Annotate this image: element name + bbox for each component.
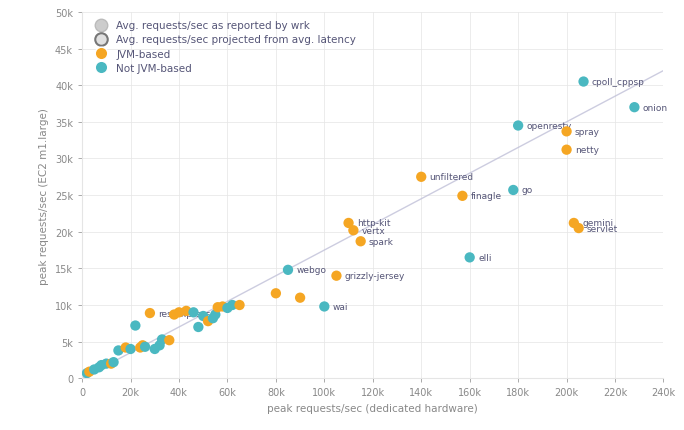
Point: [101, 360, 111, 367]
Text: servlet: servlet: [587, 224, 618, 233]
Point: [81, 370, 92, 377]
Point: [174, 309, 185, 316]
Legend: Avg. requests/sec as reported by wrk, Avg. requests/sec projected from avg. late: Avg. requests/sec as reported by wrk, Av…: [88, 18, 360, 77]
Point: [94, 364, 105, 371]
Point: [573, 225, 584, 232]
Text: cpoll_cppsp: cpoll_cppsp: [592, 78, 645, 87]
Text: gemini: gemini: [582, 219, 614, 228]
Text: http-kit: http-kit: [357, 219, 391, 228]
Point: [348, 227, 359, 234]
Text: restexpress: restexpress: [158, 309, 211, 318]
Point: [331, 273, 342, 280]
Point: [137, 342, 148, 349]
Text: unfiltered: unfiltered: [430, 173, 474, 182]
Text: onion: onion: [643, 104, 668, 112]
Point: [343, 220, 354, 227]
Text: wai: wai: [332, 302, 348, 311]
Point: [457, 193, 468, 200]
Point: [164, 337, 175, 344]
Point: [140, 344, 150, 350]
Point: [568, 220, 579, 227]
Text: vertx: vertx: [362, 226, 386, 235]
Text: netty: netty: [575, 146, 599, 155]
Point: [513, 123, 524, 130]
Point: [144, 310, 155, 317]
Point: [227, 302, 238, 309]
Point: [130, 322, 141, 329]
Point: [416, 174, 427, 181]
Text: spark: spark: [369, 237, 394, 246]
Point: [202, 318, 213, 325]
Point: [193, 324, 204, 331]
Point: [120, 344, 131, 351]
Point: [319, 303, 330, 310]
Point: [149, 346, 160, 353]
Point: [181, 308, 192, 315]
Point: [198, 313, 209, 320]
Point: [84, 369, 95, 375]
Point: [135, 344, 146, 351]
Point: [234, 302, 245, 309]
Text: finagle: finagle: [471, 192, 502, 201]
Point: [105, 360, 116, 367]
Point: [157, 336, 168, 343]
Text: elli: elli: [478, 253, 492, 262]
Text: webgo: webgo: [296, 266, 326, 275]
Text: spray: spray: [575, 128, 600, 137]
Point: [169, 311, 180, 318]
Point: [154, 342, 165, 349]
X-axis label: peak requests/sec (dedicated hardware): peak requests/sec (dedicated hardware): [267, 403, 478, 413]
Point: [508, 187, 518, 194]
Point: [464, 254, 475, 261]
Point: [355, 238, 366, 245]
Point: [113, 347, 124, 354]
Text: go: go: [522, 186, 533, 195]
Point: [222, 305, 233, 312]
Point: [282, 267, 293, 273]
Point: [270, 290, 281, 297]
Text: grizzly-jersey: grizzly-jersey: [345, 272, 405, 280]
Point: [207, 315, 218, 322]
Point: [295, 295, 306, 301]
Point: [561, 147, 572, 154]
Point: [578, 79, 589, 86]
Point: [89, 366, 100, 373]
Y-axis label: peak requests/sec (EC2 m1.large): peak requests/sec (EC2 m1.large): [40, 108, 49, 284]
Point: [561, 129, 572, 135]
Point: [188, 309, 199, 316]
Point: [212, 304, 223, 311]
Text: openresty: openresty: [527, 122, 572, 131]
Point: [217, 303, 228, 310]
Point: [108, 359, 119, 366]
Point: [96, 362, 107, 369]
Point: [210, 311, 221, 318]
Point: [629, 104, 640, 111]
Point: [125, 346, 136, 353]
